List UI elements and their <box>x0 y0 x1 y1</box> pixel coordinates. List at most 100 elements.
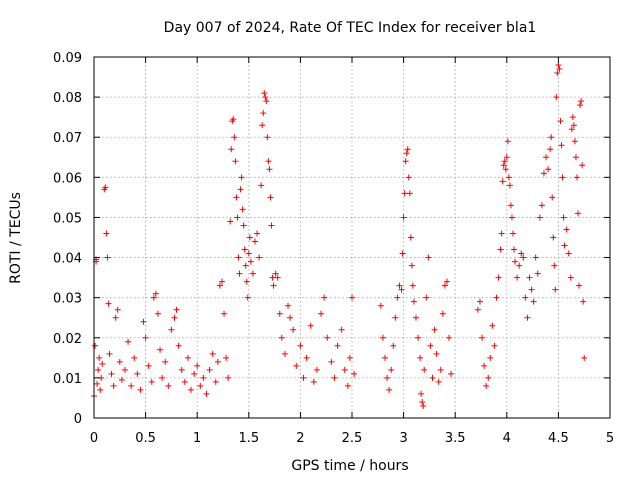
data-point <box>520 254 527 261</box>
data-point <box>568 126 575 133</box>
data-point <box>175 342 182 349</box>
data-point <box>545 166 552 173</box>
data-point <box>418 390 425 397</box>
data-point <box>417 354 424 361</box>
data-point <box>218 278 225 285</box>
data-point <box>206 366 213 373</box>
data-point <box>256 254 263 261</box>
data-point <box>499 178 506 185</box>
data-point <box>572 154 579 161</box>
data-point <box>441 282 448 289</box>
data-point <box>237 186 244 193</box>
x-tick-label: 3 <box>399 431 407 446</box>
data-point <box>321 294 328 301</box>
data-point <box>331 374 338 381</box>
data-point <box>233 194 240 201</box>
data-point <box>508 214 515 221</box>
data-point <box>495 274 502 281</box>
data-point <box>509 230 516 237</box>
data-point <box>552 286 559 293</box>
data-point <box>157 346 164 353</box>
data-point <box>242 262 249 269</box>
data-point <box>425 254 432 261</box>
data-point <box>530 298 537 305</box>
data-point <box>489 322 496 329</box>
data-point <box>260 110 267 117</box>
data-point <box>386 386 393 393</box>
data-point <box>285 302 292 309</box>
data-point <box>148 378 155 385</box>
data-point <box>238 174 245 181</box>
data-point <box>227 218 234 225</box>
data-point <box>419 398 426 405</box>
data-point <box>92 342 99 349</box>
data-point <box>487 354 494 361</box>
data-point <box>485 374 492 381</box>
y-tick-label: 0.05 <box>53 211 82 226</box>
data-point <box>243 278 250 285</box>
data-point <box>267 194 274 201</box>
data-point <box>239 206 246 213</box>
data-point <box>268 222 275 229</box>
data-point <box>407 234 414 241</box>
data-point <box>550 234 557 241</box>
data-point <box>573 174 580 181</box>
data-point <box>259 122 266 129</box>
data-point <box>338 326 345 333</box>
data-point <box>443 278 450 285</box>
data-point <box>409 282 416 289</box>
data-point <box>493 294 500 301</box>
data-point <box>420 402 427 409</box>
data-point <box>276 310 283 317</box>
x-tick-label: 4.5 <box>548 431 569 446</box>
data-point <box>349 294 355 301</box>
data-point <box>181 378 188 385</box>
data-point <box>401 190 408 197</box>
data-point <box>433 350 440 357</box>
data-point <box>505 174 512 181</box>
y-tick-label: 0.09 <box>53 51 82 66</box>
data-point <box>94 380 101 387</box>
data-point <box>384 374 391 381</box>
data-point <box>178 366 185 373</box>
data-point <box>269 274 276 281</box>
data-point <box>435 378 442 385</box>
data-point <box>481 362 488 369</box>
y-tick-label: 0 <box>74 412 82 427</box>
data-point <box>341 366 348 373</box>
data-point <box>297 342 304 349</box>
data-point <box>392 314 399 321</box>
data-point <box>498 230 505 237</box>
data-point <box>571 138 578 145</box>
x-tick-label: 2.5 <box>342 431 363 446</box>
data-point <box>307 322 314 329</box>
data-point <box>140 318 147 325</box>
data-point <box>324 334 331 341</box>
data-point <box>266 166 273 173</box>
data-point <box>408 262 415 269</box>
data-point <box>427 342 434 349</box>
data-point <box>173 306 180 313</box>
data-point <box>500 162 507 169</box>
data-point <box>165 382 172 389</box>
data-point <box>96 354 103 361</box>
data-point <box>538 202 545 209</box>
data-point <box>125 338 132 345</box>
data-point <box>528 286 535 293</box>
data-point <box>246 234 253 241</box>
x-tick-label: 2 <box>296 431 304 446</box>
data-point <box>570 122 577 129</box>
data-point <box>403 150 410 157</box>
data-point <box>439 310 446 317</box>
data-point <box>514 274 521 281</box>
data-point <box>580 298 587 305</box>
data-point <box>532 254 539 261</box>
data-point <box>121 366 128 373</box>
data-point <box>512 258 519 265</box>
data-point <box>203 390 210 397</box>
data-point <box>240 222 247 229</box>
data-point <box>351 370 358 377</box>
data-point <box>118 376 125 383</box>
data-point <box>152 290 159 297</box>
data-point <box>511 246 518 253</box>
